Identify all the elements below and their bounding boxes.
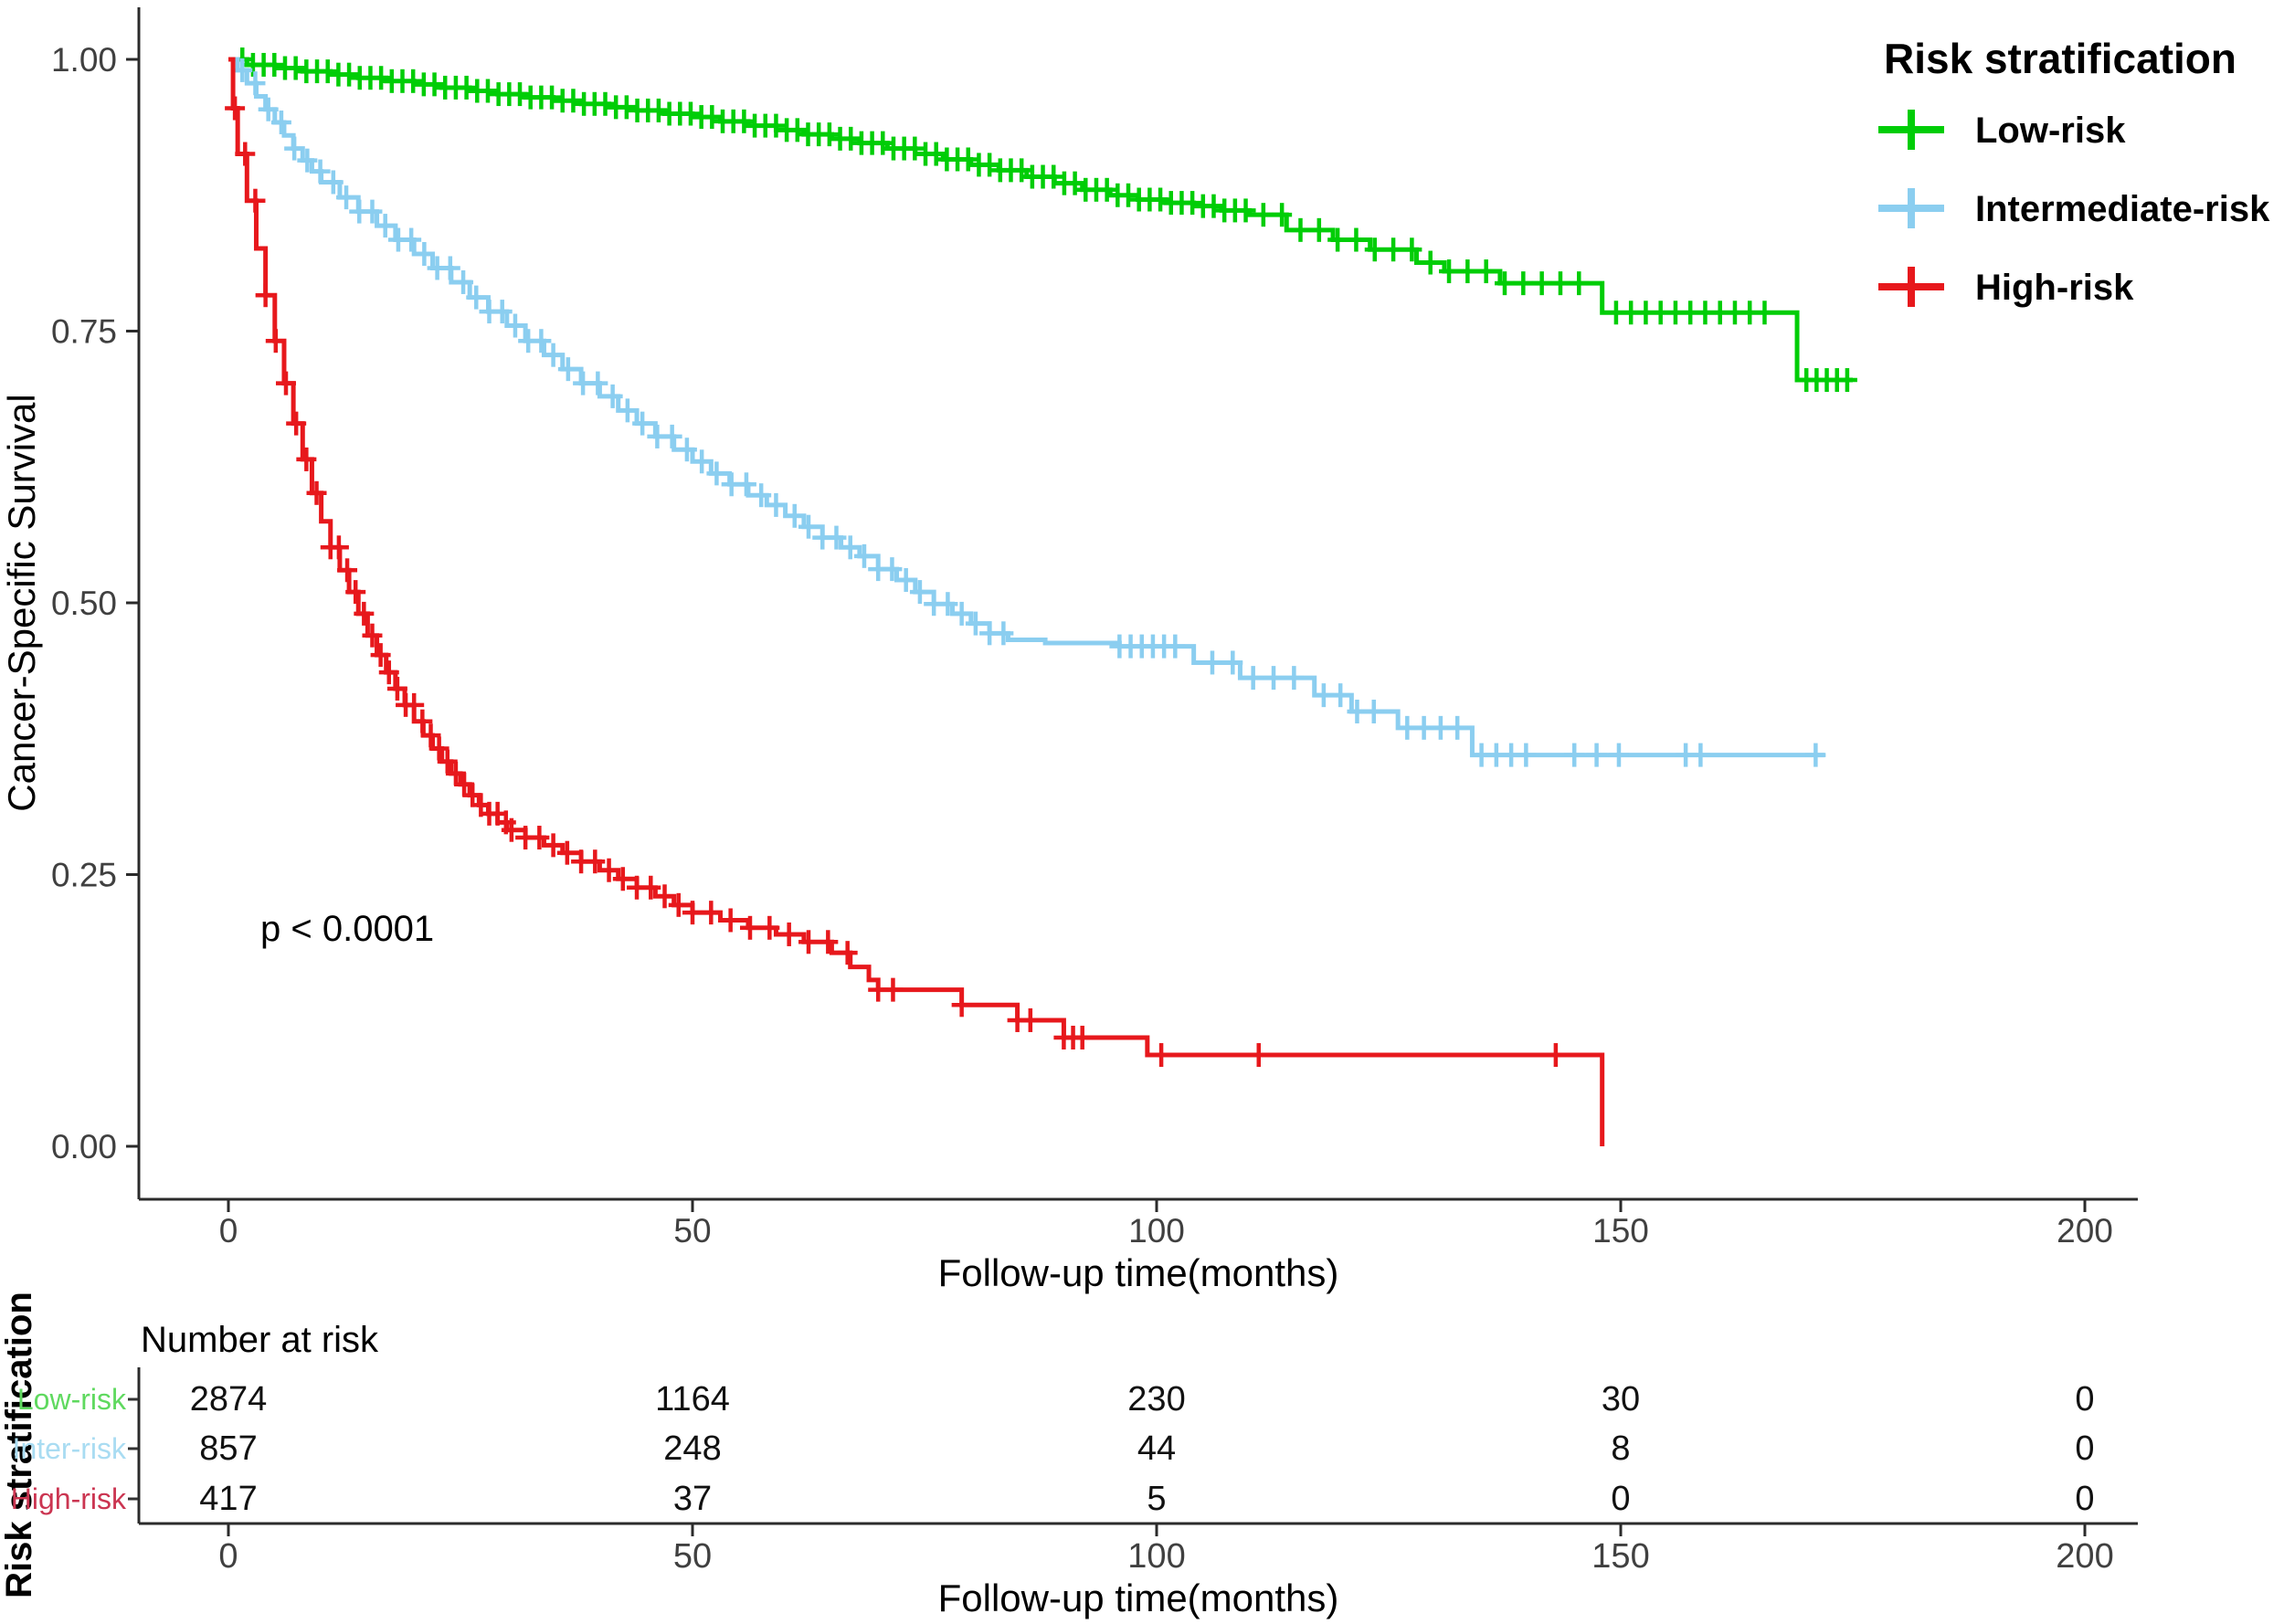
legend-item-label: Intermediate-risk [1975, 189, 2270, 229]
x-tick-label: 200 [2057, 1212, 2113, 1250]
risk-count-cell: 8 [1611, 1429, 1630, 1468]
legend-item-label: Low-risk [1975, 111, 2126, 151]
censor-marks-low-risk [232, 47, 1857, 393]
risk-count-cell: 1164 [655, 1380, 730, 1418]
y-tick-label: 1.00 [51, 41, 117, 79]
risk-count-cell: 0 [1611, 1480, 1630, 1518]
risk-count-cell: 417 [199, 1480, 257, 1518]
x-tick-label: 50 [673, 1212, 711, 1250]
censor-marks-intermediate-risk [232, 58, 1826, 767]
risk-table-heading: Number at risk [141, 1320, 379, 1360]
risk-table-x-axis-title: Follow-up time(months) [938, 1577, 1339, 1619]
y-tick-label: 0.25 [51, 857, 117, 894]
y-axis-title: Cancer-Specific Survival [0, 394, 43, 812]
risk-count-cell: 248 [663, 1429, 721, 1468]
risk-count-cell: 30 [1602, 1380, 1640, 1418]
risk-count-cell: 5 [1147, 1480, 1166, 1518]
risk-table-row-high-risk: High-risk 417 37 5 0 0 [11, 1480, 2095, 1518]
risk-table-axis-title: Risk stratification [0, 1292, 39, 1598]
censor-marks-high-risk [225, 96, 1566, 1068]
y-tick-label: 0.50 [51, 585, 117, 622]
risk-count-cell: 857 [199, 1429, 257, 1468]
y-tick-label: 0.75 [51, 313, 117, 351]
x-tick-label: 150 [1592, 1212, 1649, 1250]
risk-row-label: High-risk [11, 1482, 127, 1515]
km-curve-high-risk [228, 57, 1605, 1146]
risk-count-cell: 2874 [190, 1380, 268, 1418]
risk-count-cell: 0 [2075, 1429, 2094, 1468]
km-curve-low-risk [228, 57, 1853, 383]
risk-row-label: Low-risk [17, 1383, 127, 1416]
risk-table-tick-label: 50 [673, 1537, 712, 1576]
risk-table-row-inter-risk: Inter-risk 857 248 44 8 0 [13, 1429, 2095, 1468]
risk-table-row-low-risk: Low-risk 2874 1164 230 30 0 [17, 1380, 2095, 1418]
risk-table-tick-label: 150 [1591, 1537, 1649, 1576]
legend-item-label: High-risk [1975, 268, 2134, 308]
x-tick-label: 0 [219, 1212, 238, 1250]
x-tick-label: 100 [1128, 1212, 1185, 1250]
risk-count-cell: 0 [2075, 1380, 2094, 1418]
y-tick-label: 0.00 [51, 1128, 117, 1165]
risk-row-label: Inter-risk [13, 1432, 127, 1465]
risk-table-tick-label: 200 [2056, 1537, 2113, 1576]
risk-table-tick-label: 100 [1127, 1537, 1185, 1576]
legend-item-intermediate-risk: Intermediate-risk [1908, 188, 2270, 229]
km-curve-intermediate-risk [228, 57, 1825, 758]
legend-item-high-risk: High-risk [1908, 267, 2134, 308]
risk-table-tick-label: 0 [218, 1537, 238, 1576]
risk-count-cell: 0 [2075, 1480, 2094, 1518]
x-axis-title: Follow-up time(months) [938, 1251, 1339, 1294]
p-value-annotation: p < 0.0001 [260, 909, 434, 949]
risk-count-cell: 37 [673, 1480, 712, 1518]
risk-count-cell: 230 [1127, 1380, 1185, 1418]
risk-count-cell: 44 [1137, 1429, 1176, 1468]
legend-title: Risk stratification [1884, 35, 2236, 82]
